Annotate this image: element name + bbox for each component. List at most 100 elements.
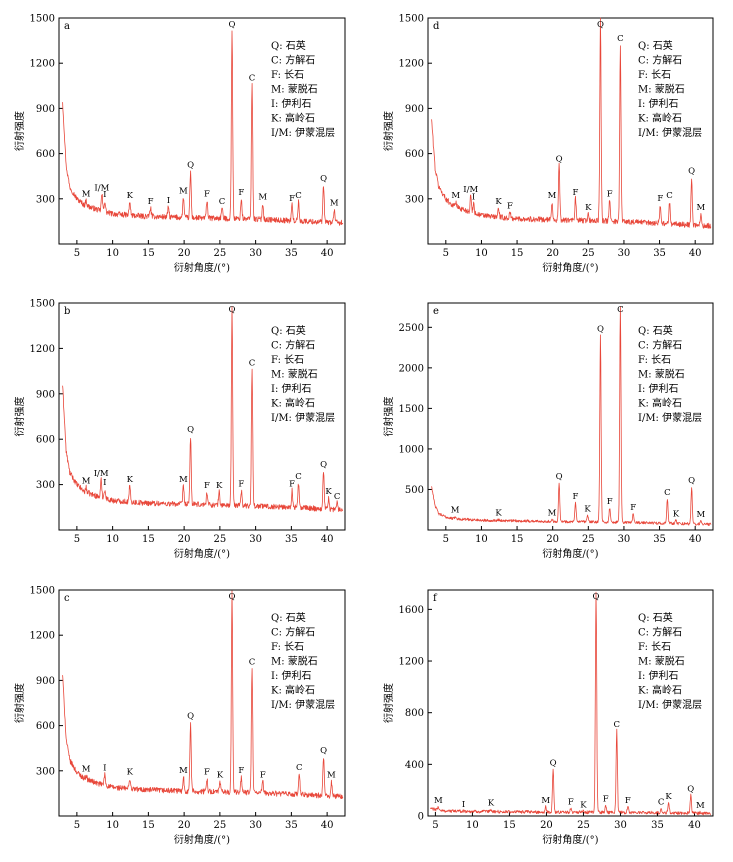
x-tick-label: 35 [285,248,298,259]
legend-entry: M: 蒙脱石 [638,368,685,381]
peak-label: F [204,189,210,199]
peak-label: K [216,481,223,491]
x-tick-label: 5 [74,534,80,545]
peak-label: F [289,194,295,204]
peak-label: M [327,770,336,780]
peak-label: K [127,767,134,777]
legend-entry: I/M: 伊蒙混层 [638,126,702,139]
diffraction-trace [431,306,712,526]
diffraction-trace [62,30,344,226]
peak-label: K [217,770,224,780]
legend-entry: Q: 石英 [271,324,306,337]
peak-label: C [658,797,665,807]
plot-frame [58,17,346,245]
peak-label: K [127,475,134,485]
panel-label: d [433,21,440,32]
legend-entry: I/M: 伊蒙混层 [638,698,702,711]
x-tick-label: 40 [321,820,334,831]
legend-entry: I: 伊利石 [638,670,679,682]
y-tick-label: 900 [405,104,424,115]
legend-entry: K: 高岭石 [638,112,682,125]
y-axis-label: 衍射强度 [382,111,395,151]
legend-entry: I/M: 伊蒙混层 [271,126,335,139]
legend-entry: K: 高岭石 [271,684,315,697]
panel-label: c [64,593,70,604]
y-tick-label: 1200 [30,344,55,355]
y-tick-label: 1200 [399,657,424,668]
peak-label: Q [320,174,327,184]
peak-label: C [334,492,341,502]
peak-label: K [584,504,591,514]
x-tick-label: 5 [443,248,449,259]
peak-label: I [472,192,475,202]
xrd-panel-f: 5 10 15 20 25 30 35 40040080012001600衍射角度/(°)衍射… [382,589,714,846]
peak-label: F [568,797,574,807]
legend-entry: M: 蒙脱石 [638,83,685,96]
x-tick-label: 30 [249,248,262,259]
legend-entry: I: 伊利石 [271,383,312,395]
peak-label: F [607,189,613,199]
peak-label: I [462,800,465,810]
peak-label: I [103,764,106,774]
x-tick-label: 25 [577,820,590,831]
x-tick-label: 15 [142,248,155,259]
peak-label: K [585,203,592,213]
peak-label: Q [687,784,694,794]
legend-entry: M: 蒙脱石 [271,368,318,381]
panel-label: b [64,306,70,317]
legend-entry: F: 长石 [638,354,671,366]
x-tick-label: 20 [178,820,191,831]
x-tick-label: 25 [214,820,227,831]
x-axis-label: 衍射角度/(°) [174,261,230,274]
plot-frame [58,302,346,531]
peak-label: K [325,487,332,497]
x-tick-label: 10 [106,534,119,545]
y-tick-label: 1200 [30,631,55,642]
peak-label: Q [597,20,604,30]
legend-entry: Q: 石英 [271,611,306,624]
x-tick-label: 10 [106,248,119,259]
x-tick-label: 35 [285,820,298,831]
peak-label: K [127,191,134,201]
y-tick-label: 2000 [399,363,424,374]
y-tick-label: 600 [405,149,424,160]
xrd-panel-b: 5 10 15 20 25 30 35 40 300 600 900 1200 1500 衍射角度/(°)… [13,299,346,560]
peak-label: K [665,792,672,802]
y-tick-label: 800 [405,708,424,719]
peak-label: Q [688,167,695,177]
xrd-panel-a: 5 10 15 20 25 30 35 40 300 600 900 1200 1500 衍射角度/(°)… [13,14,346,274]
x-tick-label: 10 [466,820,479,831]
x-tick-label: 20 [178,534,191,545]
y-tick-label: 1200 [399,59,424,70]
legend-entry: K: 高岭石 [271,397,315,410]
peak-label: M [179,475,188,485]
peak-label: M [179,186,188,196]
peak-label: C [295,191,302,201]
peak-label: M [541,796,550,806]
y-tick-label: 2500 [399,323,424,334]
legend-entry: F: 长石 [271,69,304,81]
peak-label: M [451,506,460,516]
y-tick-label: 600 [36,435,55,446]
plot-frame [58,589,346,817]
y-tick-label: 1500 [30,14,55,25]
x-axis-label: 衍射角度/(°) [542,547,598,560]
legend-entry: F: 长石 [271,641,304,653]
peak-label: C [295,472,302,482]
legend-entry: M: 蒙脱石 [638,655,685,668]
legend-entry: C: 方解石 [638,54,682,67]
peak-label: C [219,197,226,207]
legend-entry: K: 高岭石 [271,112,315,125]
y-tick-label: 1200 [30,59,55,70]
x-tick-label: 20 [178,248,191,259]
x-tick-label: 5 [432,820,438,831]
peak-label: Q [593,592,600,602]
x-tick-label: 15 [511,534,524,545]
legend-entry: C: 方解石 [271,626,315,639]
y-axis-label: 衍射强度 [13,683,26,723]
peak-label: F [573,492,579,502]
peak-label: C [296,763,303,773]
legend-entry: C: 方解石 [638,339,682,352]
peak-label: M [330,198,339,208]
